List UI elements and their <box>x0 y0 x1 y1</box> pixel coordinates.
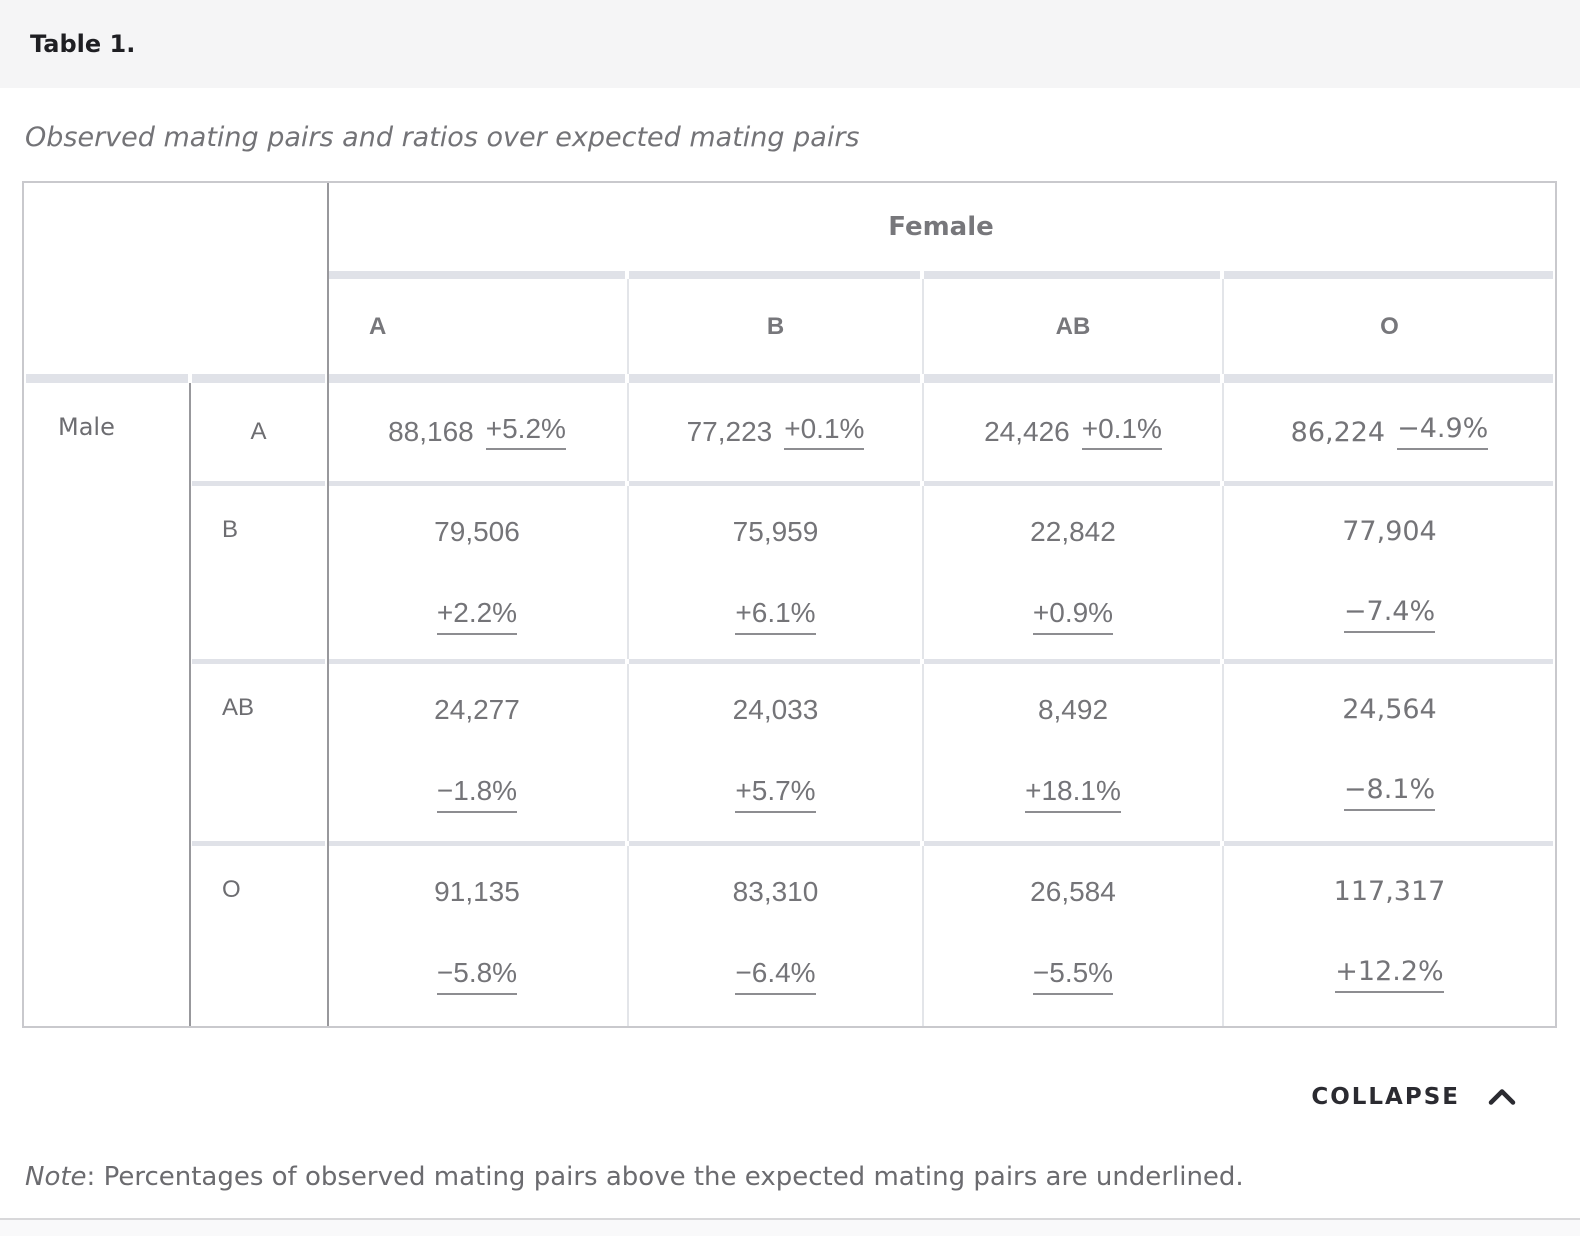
pair-ratio: +18.1% <box>1025 775 1121 813</box>
pair-count: 79,506 <box>434 516 520 547</box>
pair-ratio: −5.5% <box>1032 957 1114 995</box>
row-header-AB: AB <box>222 694 255 721</box>
row-separator <box>1224 481 1553 486</box>
row-separator <box>924 659 1220 664</box>
pair-count: 88,168 <box>388 416 474 447</box>
row-separator <box>192 481 325 486</box>
pair-ratio: +5.2% <box>485 413 566 451</box>
row-header-divider <box>327 183 329 1026</box>
row-separator <box>1224 374 1553 383</box>
pair-count: 24,277 <box>434 694 520 725</box>
data-cell: 88,168 +5.2% <box>327 383 627 481</box>
data-cell: 77,904 −7.4% <box>1222 486 1555 659</box>
bottom-divider <box>0 1218 1580 1220</box>
pair-ratio: −1.8% <box>436 775 518 813</box>
pair-ratio: +0.1% <box>784 413 865 451</box>
data-cell: 91,135 −5.8% <box>327 846 627 1026</box>
note-prefix: Note <box>25 1162 87 1192</box>
corner-cell <box>24 183 327 374</box>
pair-ratio: −7.4% <box>1343 597 1436 633</box>
bottom-strip <box>0 1220 1580 1236</box>
pair-count: 91,135 <box>434 876 520 907</box>
pair-count: 24,426 <box>984 416 1070 447</box>
table-note: Note: Percentages of observed mating pai… <box>25 1162 1580 1192</box>
data-cell: 83,310 −6.4% <box>627 846 922 1026</box>
row-separator <box>329 481 625 486</box>
header-separator <box>629 271 920 279</box>
data-cell: 77,223 +0.1% <box>627 383 922 481</box>
male-column-divider <box>189 383 191 1026</box>
pair-count: 117,317 <box>1333 876 1446 907</box>
data-cell: 86,224 −4.9% <box>1222 383 1555 481</box>
column-header-O: O <box>1222 279 1555 374</box>
data-cell: 79,506 +2.2% <box>327 486 627 659</box>
pair-ratio: −5.8% <box>436 957 518 995</box>
pair-count: 24,564 <box>1342 694 1437 725</box>
table-caption-bar: Table 1. <box>0 0 1580 88</box>
pair-ratio: +12.2% <box>1335 957 1444 993</box>
row-separator <box>1224 659 1553 664</box>
row-separator <box>26 374 188 383</box>
column-header-B: B <box>627 279 922 374</box>
row-separator <box>924 841 1220 846</box>
header-separator <box>1224 271 1553 279</box>
pair-count: 77,904 <box>1342 516 1437 547</box>
pair-ratio: +0.9% <box>1032 597 1114 635</box>
data-cell: 75,959 +6.1% <box>627 486 922 659</box>
row-separator <box>629 374 920 383</box>
row-separator <box>329 374 625 383</box>
collapse-button[interactable]: COLLAPSE <box>1311 1084 1516 1110</box>
pair-count: 77,223 <box>686 416 773 447</box>
pair-count: 26,584 <box>1030 876 1116 907</box>
row-separator <box>629 841 920 846</box>
row-header-B: B <box>222 516 239 543</box>
pair-count: 22,842 <box>1030 516 1116 547</box>
chevron-up-icon <box>1488 1088 1516 1106</box>
data-cell: 24,277 −1.8% <box>327 664 627 841</box>
table-subtitle: Observed mating pairs and ratios over ex… <box>25 122 860 153</box>
data-cell: 24,564 −8.1% <box>1222 664 1555 841</box>
column-header-AB: AB <box>922 279 1222 374</box>
row-separator <box>329 659 625 664</box>
mating-pairs-table: Female A B AB O Male A 88,168 +5.2% 77,2… <box>22 181 1557 1028</box>
pair-count: 83,310 <box>732 876 819 907</box>
data-cell: 26,584 −5.5% <box>922 846 1222 1026</box>
data-cell: 22,842 +0.9% <box>922 486 1222 659</box>
data-cell: 117,317 +12.2% <box>1222 846 1555 1026</box>
header-separator <box>329 271 625 279</box>
pair-ratio: −6.4% <box>735 957 816 995</box>
row-separator <box>629 659 920 664</box>
row-separator <box>629 481 920 486</box>
pair-ratio: −4.9% <box>1397 414 1489 450</box>
pair-count: 86,224 <box>1290 416 1386 448</box>
pair-ratio: +6.1% <box>735 597 816 635</box>
row-separator <box>192 374 325 383</box>
row-separator <box>329 841 625 846</box>
note-text: : Percentages of observed mating pairs a… <box>86 1162 1244 1192</box>
pair-ratio: +2.2% <box>436 597 518 635</box>
male-row-group-header: Male <box>58 413 115 441</box>
data-cell: 24,033 +5.7% <box>627 664 922 841</box>
row-separator <box>1224 841 1553 846</box>
collapse-button-label: COLLAPSE <box>1311 1084 1460 1110</box>
pair-count: 24,033 <box>732 694 819 725</box>
header-separator <box>924 271 1220 279</box>
table-number-label: Table 1. <box>30 30 136 58</box>
female-column-group-header: Female <box>888 212 994 242</box>
row-separator <box>924 481 1220 486</box>
column-header-A: A <box>369 312 387 340</box>
pair-count: 75,959 <box>732 516 819 547</box>
row-header-O: O <box>222 876 241 903</box>
row-separator <box>924 374 1220 383</box>
row-separator <box>192 659 325 664</box>
data-cell: 24,426 +0.1% <box>922 383 1222 481</box>
pair-ratio: +0.1% <box>1081 413 1162 451</box>
pair-count: 8,492 <box>1037 694 1109 725</box>
row-separator <box>192 841 325 846</box>
pair-ratio: −8.1% <box>1343 775 1436 811</box>
pair-ratio: +5.7% <box>735 775 816 813</box>
row-header-A: A <box>250 418 267 445</box>
data-cell: 8,492 +18.1% <box>922 664 1222 841</box>
